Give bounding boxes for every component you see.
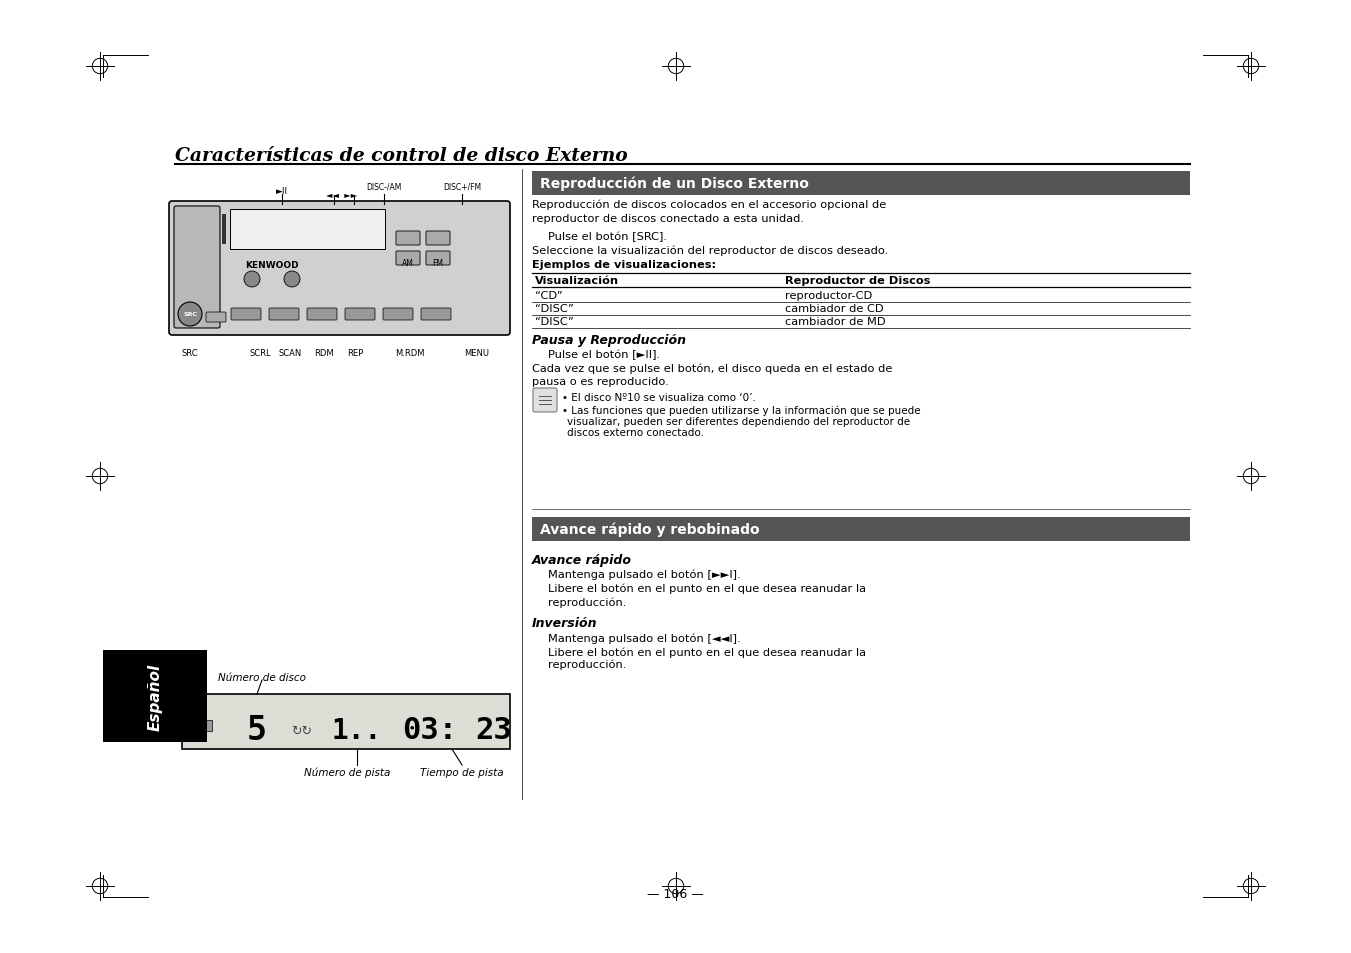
Text: Reproducción de un Disco Externo: Reproducción de un Disco Externo bbox=[540, 176, 809, 191]
Text: MENU: MENU bbox=[465, 349, 489, 357]
Text: Pulse el botón [SRC].: Pulse el botón [SRC]. bbox=[549, 232, 667, 242]
Text: 1..: 1.. bbox=[332, 717, 382, 744]
FancyBboxPatch shape bbox=[396, 232, 420, 246]
Text: Mantenga pulsado el botón [◄◄l].: Mantenga pulsado el botón [◄◄l]. bbox=[549, 633, 740, 643]
FancyBboxPatch shape bbox=[396, 252, 420, 266]
Text: Tiempo de pista: Tiempo de pista bbox=[420, 767, 504, 778]
Bar bbox=[103, 650, 207, 742]
Text: • El disco Nº10 se visualiza como ‘0’.: • El disco Nº10 se visualiza como ‘0’. bbox=[562, 393, 755, 402]
FancyBboxPatch shape bbox=[269, 309, 299, 320]
FancyBboxPatch shape bbox=[382, 309, 413, 320]
Bar bbox=[186, 720, 201, 737]
Bar bbox=[182, 695, 509, 749]
Text: Reproducción de discos colocados en el accesorio opcional de: Reproducción de discos colocados en el a… bbox=[532, 200, 886, 211]
Text: SRC: SRC bbox=[182, 313, 197, 317]
Text: FM: FM bbox=[432, 258, 443, 268]
Text: Visualización: Visualización bbox=[535, 275, 619, 286]
Text: “CD”: “CD” bbox=[535, 291, 562, 301]
FancyBboxPatch shape bbox=[231, 309, 261, 320]
Text: SRC: SRC bbox=[181, 349, 199, 357]
Text: ◄◄  ►►: ◄◄ ►► bbox=[327, 191, 358, 200]
FancyBboxPatch shape bbox=[534, 389, 557, 413]
Text: Avance rápido: Avance rápido bbox=[532, 554, 632, 566]
FancyBboxPatch shape bbox=[422, 309, 451, 320]
Text: SCAN: SCAN bbox=[278, 349, 301, 357]
Text: — 106 —: — 106 — bbox=[647, 887, 704, 900]
Text: reproducción.: reproducción. bbox=[549, 659, 627, 670]
Text: Libere el botón en el punto en el que desea reanudar la: Libere el botón en el punto en el que de… bbox=[549, 646, 866, 657]
Text: Ejemplos de visualizaciones:: Ejemplos de visualizaciones: bbox=[532, 260, 716, 270]
Text: 5: 5 bbox=[247, 714, 267, 747]
FancyBboxPatch shape bbox=[345, 309, 376, 320]
Text: visualizar, pueden ser diferentes dependiendo del reproductor de: visualizar, pueden ser diferentes depend… bbox=[567, 416, 911, 427]
Text: • Las funciones que pueden utilizarse y la información que se puede: • Las funciones que pueden utilizarse y … bbox=[562, 406, 920, 416]
Text: reproducción.: reproducción. bbox=[549, 597, 627, 607]
FancyBboxPatch shape bbox=[426, 232, 450, 246]
Text: ↻↻: ↻↻ bbox=[292, 723, 312, 737]
Text: Número de disco: Número de disco bbox=[218, 672, 305, 682]
Text: ►II: ►II bbox=[276, 187, 288, 195]
Text: Número de pista: Número de pista bbox=[304, 767, 390, 778]
Text: Avance rápido y rebobinado: Avance rápido y rebobinado bbox=[540, 522, 759, 537]
Text: 03:: 03: bbox=[403, 716, 458, 744]
Text: Reproductor de Discos: Reproductor de Discos bbox=[785, 275, 931, 286]
Text: 23: 23 bbox=[476, 716, 512, 744]
Text: REP: REP bbox=[347, 349, 363, 357]
Text: Español: Español bbox=[147, 662, 162, 730]
Text: Inversión: Inversión bbox=[532, 617, 597, 629]
FancyBboxPatch shape bbox=[174, 207, 220, 329]
Text: AM: AM bbox=[403, 258, 413, 268]
Circle shape bbox=[284, 272, 300, 288]
Text: DISC-/AM: DISC-/AM bbox=[366, 183, 401, 192]
Text: DISC+/FM: DISC+/FM bbox=[443, 183, 481, 192]
FancyBboxPatch shape bbox=[307, 309, 336, 320]
Text: pausa o es reproducido.: pausa o es reproducido. bbox=[532, 376, 669, 387]
Bar bbox=[203, 720, 212, 731]
Text: Pausa y Reproducción: Pausa y Reproducción bbox=[532, 334, 686, 347]
Text: discos externo conectado.: discos externo conectado. bbox=[567, 428, 704, 437]
Text: cambiador de MD: cambiador de MD bbox=[785, 316, 886, 327]
Text: Mantenga pulsado el botón [►►l].: Mantenga pulsado el botón [►►l]. bbox=[549, 569, 740, 579]
Text: Libere el botón en el punto en el que desea reanudar la: Libere el botón en el punto en el que de… bbox=[549, 583, 866, 594]
Text: Cada vez que se pulse el botón, el disco queda en el estado de: Cada vez que se pulse el botón, el disco… bbox=[532, 364, 893, 375]
Text: reproductor-CD: reproductor-CD bbox=[785, 291, 873, 301]
Text: SCRL: SCRL bbox=[249, 349, 270, 357]
FancyBboxPatch shape bbox=[169, 202, 509, 335]
Text: reproductor de discos conectado a esta unidad.: reproductor de discos conectado a esta u… bbox=[532, 213, 804, 224]
Text: “DISC”: “DISC” bbox=[535, 316, 574, 327]
Text: “DISC”: “DISC” bbox=[535, 304, 574, 314]
Bar bbox=[532, 517, 1190, 541]
Text: cambiador de CD: cambiador de CD bbox=[785, 304, 884, 314]
Text: Seleccione la visualización del reproductor de discos deseado.: Seleccione la visualización del reproduc… bbox=[532, 246, 888, 256]
Text: KENWOOD: KENWOOD bbox=[245, 260, 299, 269]
Bar bbox=[230, 210, 385, 250]
Text: M.RDM: M.RDM bbox=[396, 349, 424, 357]
FancyBboxPatch shape bbox=[426, 252, 450, 266]
Circle shape bbox=[245, 272, 259, 288]
Bar bbox=[532, 172, 1190, 195]
Circle shape bbox=[178, 303, 203, 327]
Text: RDM: RDM bbox=[315, 349, 334, 357]
Text: Pulse el botón [►II].: Pulse el botón [►II]. bbox=[549, 350, 661, 360]
FancyBboxPatch shape bbox=[205, 313, 226, 323]
Bar bbox=[222, 214, 226, 245]
Text: Características de control de disco Externo: Características de control de disco Exte… bbox=[176, 147, 628, 165]
